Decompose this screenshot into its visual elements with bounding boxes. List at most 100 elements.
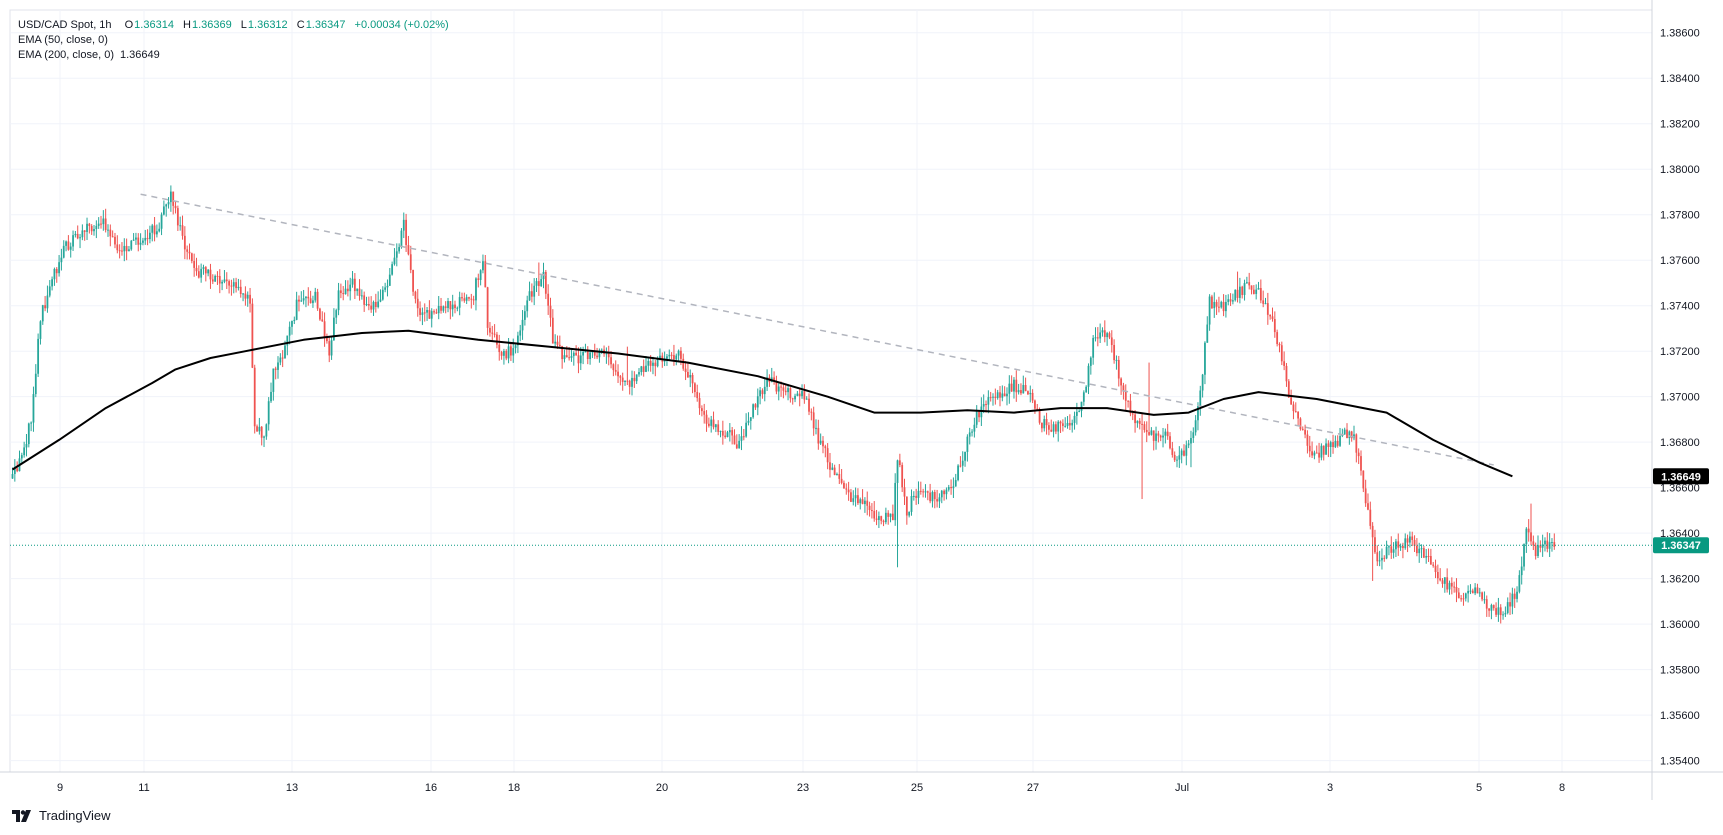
candle-body	[125, 245, 128, 252]
candle-body	[1283, 361, 1286, 366]
candle-body	[1474, 587, 1477, 594]
candle-body	[202, 267, 205, 269]
candle-body	[1106, 333, 1109, 338]
candle-body	[37, 338, 40, 374]
y-tick-label: 1.38200	[1660, 119, 1700, 131]
y-tick-label: 1.37200	[1660, 346, 1700, 358]
candle-body	[528, 291, 531, 301]
candle-body	[1134, 414, 1136, 424]
candle-body	[423, 312, 426, 314]
candle-body	[265, 424, 268, 437]
candle-body	[449, 301, 452, 310]
tradingview-logo[interactable]: TradingView	[12, 808, 111, 823]
candle-body	[302, 298, 305, 301]
candle-body	[90, 226, 93, 232]
candle-body	[286, 335, 289, 346]
candle-body	[1008, 383, 1011, 394]
candle-body	[1269, 314, 1272, 317]
candle-body	[808, 398, 810, 412]
candle-body	[1392, 549, 1395, 553]
candle-body	[516, 335, 519, 346]
candle-body	[211, 279, 214, 282]
candle-body	[97, 223, 100, 226]
candle-body	[1502, 614, 1504, 616]
candle-body	[703, 411, 706, 415]
candle-body	[1096, 337, 1099, 339]
candle-body	[1141, 423, 1143, 425]
y-tick-label: 1.36000	[1660, 619, 1700, 631]
tradingview-logo-icon	[12, 809, 31, 822]
candle-body	[158, 228, 161, 232]
candle-body	[349, 284, 352, 292]
candle-body	[260, 426, 263, 438]
candle-body	[114, 236, 116, 245]
candle-body	[866, 500, 869, 506]
y-tick-label: 1.37600	[1660, 255, 1700, 267]
candle-body	[719, 430, 722, 432]
candle-body	[1346, 429, 1348, 439]
candle-body	[1325, 443, 1327, 455]
candle-body	[402, 219, 405, 231]
candle-body	[868, 505, 871, 511]
last-price-label: 1.36347	[1661, 540, 1701, 552]
candle-body	[1420, 548, 1423, 550]
candle-body	[836, 473, 838, 475]
candle-body	[526, 300, 529, 312]
candle-body	[1467, 590, 1470, 594]
ema200-line	[11, 329, 1513, 478]
candle-body	[1492, 605, 1495, 609]
candle-body	[919, 490, 922, 492]
candle-body	[784, 390, 787, 393]
candle-body	[288, 326, 291, 336]
candle-body	[843, 482, 845, 489]
candle-body	[959, 465, 962, 467]
candle-body	[328, 341, 331, 356]
candle-body	[468, 297, 470, 299]
legend-change: +0.00034 (+0.02%)	[354, 19, 449, 31]
candle-body	[1180, 450, 1183, 456]
x-tick-label: 27	[1027, 782, 1039, 794]
candle-body	[798, 393, 801, 397]
y-tick-label: 1.36200	[1660, 574, 1700, 586]
candle-body	[1068, 422, 1071, 426]
candle-body	[910, 496, 913, 512]
candle-body	[326, 337, 328, 342]
candle-body	[943, 490, 945, 495]
candle-body	[775, 381, 778, 392]
candle-body	[1218, 306, 1220, 308]
x-tick-label: 23	[797, 782, 809, 794]
candle-body	[46, 295, 49, 309]
candle-body	[1199, 390, 1202, 406]
candle-body	[1243, 283, 1246, 295]
candle-body	[577, 355, 580, 364]
candle-body	[479, 270, 482, 280]
candle-body	[838, 473, 841, 479]
candle-body	[316, 291, 319, 309]
y-tick-label: 1.35600	[1660, 710, 1700, 722]
candle-body	[1197, 405, 1199, 421]
candle-body	[277, 362, 279, 370]
candle-body	[1034, 400, 1036, 409]
candle-body	[32, 394, 35, 423]
candle-body	[465, 297, 468, 301]
candle-body	[1041, 422, 1043, 429]
candle-body	[86, 223, 88, 232]
candle-body	[116, 244, 119, 251]
x-tick-label: 16	[425, 782, 437, 794]
candle-body	[1332, 442, 1334, 448]
candle-body	[1464, 593, 1467, 599]
candle-body	[1369, 509, 1372, 526]
candle-body	[486, 287, 489, 328]
candle-body	[652, 362, 654, 366]
candle-body	[1075, 411, 1078, 416]
candle-body	[398, 247, 401, 252]
candle-body	[83, 230, 86, 232]
candle-body	[826, 448, 829, 463]
candle-body	[1460, 598, 1463, 600]
candle-body	[875, 518, 878, 520]
candle-body	[1162, 435, 1164, 438]
candle-body	[880, 516, 883, 521]
ema200-price-tag	[1653, 468, 1709, 485]
candle-body	[498, 344, 501, 353]
